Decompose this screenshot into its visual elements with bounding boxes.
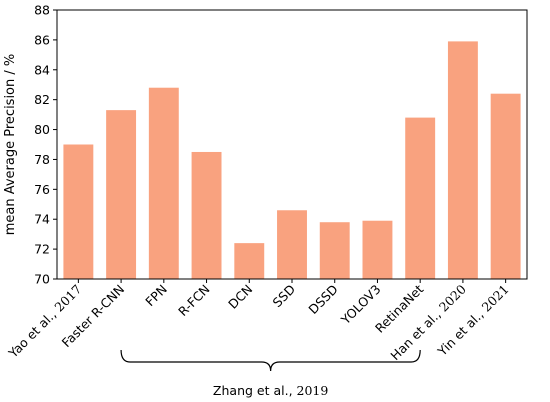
bar-7 — [362, 220, 393, 279]
y-tick-label-7: 84 — [34, 62, 50, 77]
group-annotation-label: Zhang et al., 2019 — [213, 383, 328, 398]
y-tick-label-4: 78 — [34, 152, 50, 167]
bar-2 — [148, 87, 179, 280]
group-brace — [120, 349, 421, 372]
x-tick-label-9: Han et al., 2020 — [387, 281, 469, 363]
y-tick-label-2: 74 — [34, 212, 50, 227]
y-tick-label-5: 80 — [34, 122, 50, 137]
y-tick-label-6: 82 — [34, 92, 50, 107]
bar-5 — [277, 210, 307, 279]
brace-path — [120, 349, 421, 372]
x-tick-label-5: SSD — [269, 282, 298, 311]
y-axis: 70 72 74 76 78 80 82 84 86 88 — [34, 3, 57, 287]
plot-frame — [56, 9, 528, 280]
x-tick-label-0: Yao et al., 2017 — [5, 281, 85, 361]
bars-group — [63, 41, 521, 280]
bar-1 — [106, 110, 137, 279]
x-tick-label-3: R-FCN — [175, 282, 212, 319]
bar-6 — [319, 222, 350, 279]
bar-4 — [234, 243, 265, 279]
bar-9 — [447, 41, 478, 279]
bar-8 — [405, 117, 436, 279]
bar-3 — [191, 151, 222, 279]
bar-10 — [490, 93, 521, 279]
x-tick-label-2: FPN — [142, 282, 170, 310]
y-tick-label-9: 88 — [34, 3, 50, 18]
y-tick-label-3: 76 — [34, 182, 50, 197]
y-tick-label-1: 72 — [34, 242, 50, 257]
y-axis-title: mean Average Precision / % — [3, 54, 18, 236]
x-tick-label-4: DCN — [225, 282, 255, 312]
y-tick-label-0: 70 — [34, 272, 50, 287]
y-tick-label-8: 86 — [34, 32, 50, 47]
x-tick-label-6: DSSD — [305, 282, 340, 317]
bar-0 — [63, 144, 94, 279]
